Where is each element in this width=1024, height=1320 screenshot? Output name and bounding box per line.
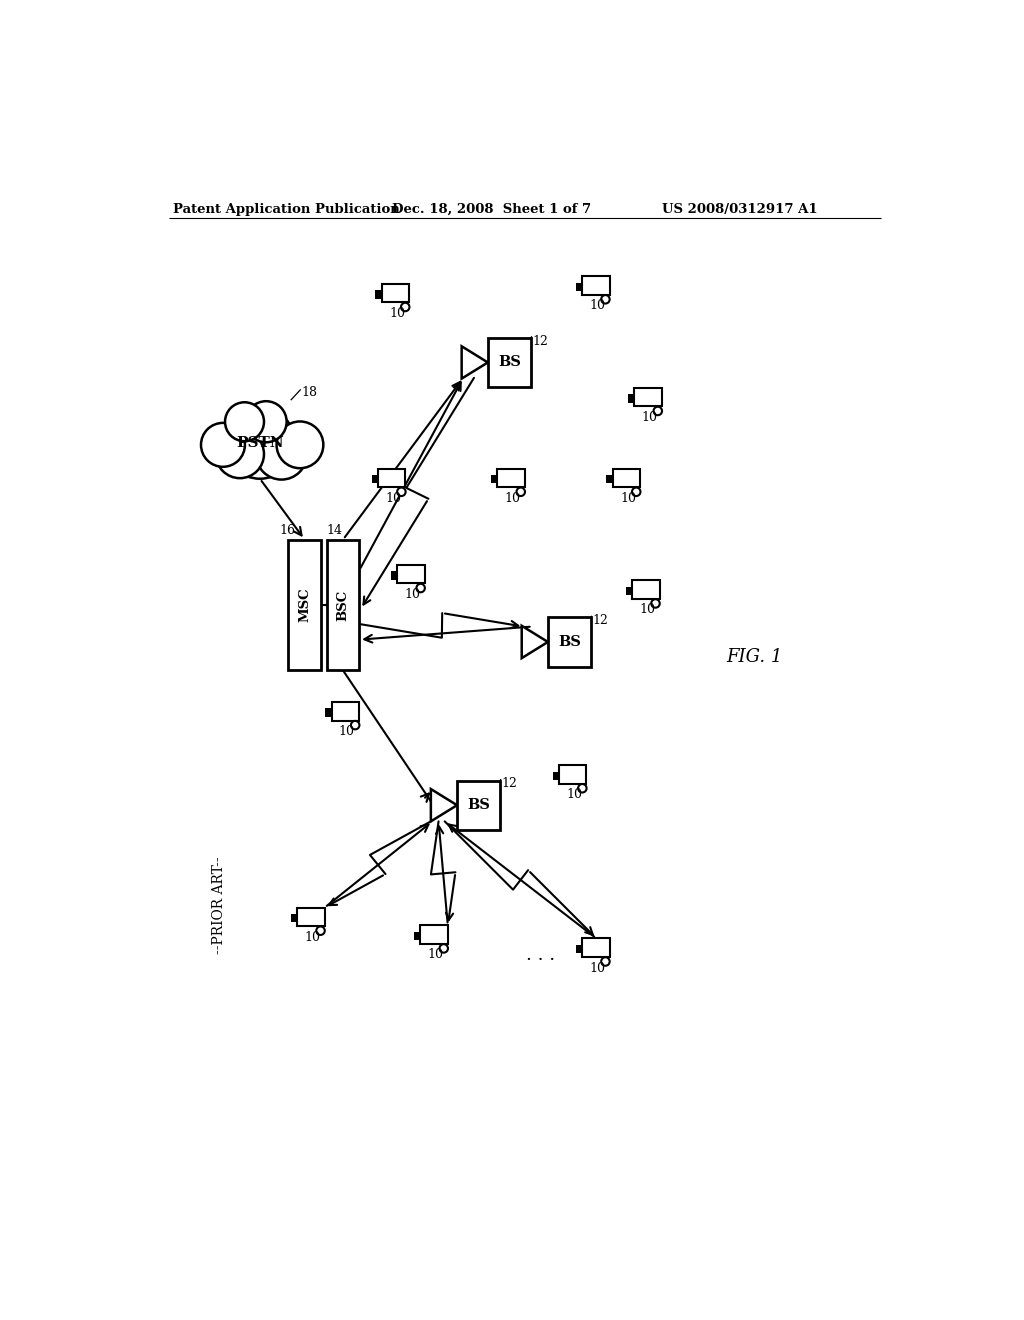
Bar [490,475,498,483]
Text: 10: 10 [589,961,605,974]
Circle shape [651,599,659,607]
Text: 10: 10 [404,589,421,601]
Text: 10: 10 [642,411,657,424]
Bar [612,469,640,487]
Polygon shape [521,626,548,659]
Bar [553,772,559,780]
Bar [421,925,447,944]
Bar [327,540,359,671]
Circle shape [516,487,525,496]
Bar [289,540,321,671]
Circle shape [224,408,295,479]
Circle shape [653,407,663,416]
Text: 10: 10 [304,931,321,944]
Text: 10: 10 [639,603,655,616]
Text: US 2008/0312917 A1: US 2008/0312917 A1 [662,203,817,216]
Text: 10: 10 [505,492,520,504]
Text: 10: 10 [339,725,355,738]
Circle shape [579,784,587,792]
Text: --PRIOR ART--: --PRIOR ART-- [212,857,226,954]
Bar [575,945,582,953]
Bar [582,276,609,294]
Circle shape [601,296,609,304]
Bar [628,395,635,403]
Text: 10: 10 [385,492,401,504]
Bar [332,702,359,721]
Text: BS: BS [467,799,490,812]
Bar [582,939,609,957]
Text: 12: 12 [502,777,517,791]
Text: FIG. 1: FIG. 1 [726,648,782,667]
Text: 12: 12 [532,335,549,347]
Text: 10: 10 [566,788,582,801]
Text: Dec. 18, 2008  Sheet 1 of 7: Dec. 18, 2008 Sheet 1 of 7 [392,203,592,216]
Circle shape [256,429,307,479]
Circle shape [351,721,359,730]
Text: BS: BS [558,635,581,649]
Bar [606,475,612,483]
Bar [487,338,531,387]
Text: Patent Application Publication: Patent Application Publication [173,203,399,216]
Polygon shape [431,789,457,821]
Circle shape [632,487,640,496]
Bar [297,908,325,927]
Circle shape [316,927,325,935]
Circle shape [401,302,410,312]
Bar [326,709,332,717]
Text: 10: 10 [389,308,404,319]
Bar [575,282,582,290]
Bar [632,581,659,599]
Bar [635,388,662,407]
Circle shape [246,401,287,442]
Circle shape [417,583,425,593]
Text: 10: 10 [620,492,636,504]
Circle shape [216,430,264,478]
Circle shape [397,487,406,496]
Bar [457,780,500,830]
Bar [559,766,587,784]
Text: 12: 12 [593,614,608,627]
Text: PSTN: PSTN [237,437,284,450]
Bar [372,475,378,483]
Bar [376,290,382,298]
Text: BSC: BSC [337,589,349,620]
Bar [397,565,425,583]
Text: 14: 14 [327,524,343,537]
Bar [391,572,397,579]
Text: MSC: MSC [298,587,311,622]
Bar [626,587,632,595]
Circle shape [601,957,609,966]
Bar [382,284,410,302]
Text: 10: 10 [427,948,443,961]
Bar [291,913,297,923]
Circle shape [225,403,264,441]
Text: BS: BS [498,355,521,370]
Polygon shape [462,346,487,379]
Text: 18: 18 [301,387,317,400]
Circle shape [276,421,324,469]
Text: 10: 10 [589,300,605,313]
Circle shape [439,944,447,953]
Bar [378,469,406,487]
Circle shape [201,422,245,467]
Text: . . .: . . . [525,946,555,965]
Bar [498,469,525,487]
Text: 16: 16 [280,524,295,537]
Bar [414,932,421,940]
Bar [548,618,591,667]
